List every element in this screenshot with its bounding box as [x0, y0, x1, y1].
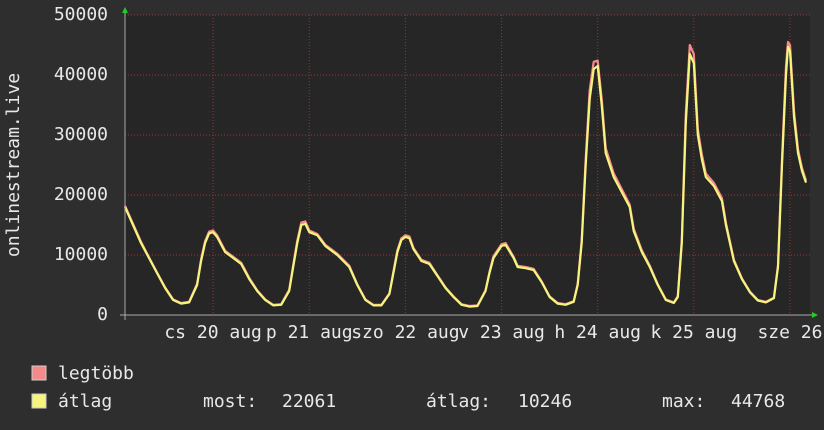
y-tick-label: 40000	[54, 64, 108, 85]
legend-label: legtöbb	[58, 363, 134, 384]
x-tick-label: cs 20 aug	[164, 322, 262, 343]
x-tick-label: p 21 aug	[266, 322, 353, 343]
x-tick-label: sze 26	[757, 322, 822, 343]
y-tick-label: 0	[97, 304, 108, 325]
series-line	[123, 45, 808, 308]
x-tick-label: h 24 aug	[554, 322, 641, 343]
plot-area	[125, 15, 810, 315]
legend-label: átlag	[58, 391, 112, 412]
y-axis-label: onlinestream.live	[3, 73, 24, 257]
x-arrow	[812, 312, 818, 318]
y-tick-label: 20000	[54, 184, 108, 205]
y-tick-label: 50000	[54, 4, 108, 25]
legend-swatch	[31, 365, 47, 381]
stat-label: most:	[203, 391, 257, 412]
legend-swatch	[31, 393, 47, 409]
stat-value: 44768	[731, 391, 785, 412]
stat-value: 10246	[518, 391, 572, 412]
x-tick-label: k 25 aug	[650, 322, 737, 343]
x-tick-label: szo 22 aug	[351, 322, 459, 343]
y-tick-label: 10000	[54, 244, 108, 265]
stat-value: 22061	[282, 391, 336, 412]
y-arrow	[122, 7, 128, 13]
x-tick-label: v 23 aug	[458, 322, 545, 343]
stat-label: átlag:	[426, 391, 491, 412]
y-tick-label: 30000	[54, 124, 108, 145]
stat-label: max:	[662, 391, 705, 412]
